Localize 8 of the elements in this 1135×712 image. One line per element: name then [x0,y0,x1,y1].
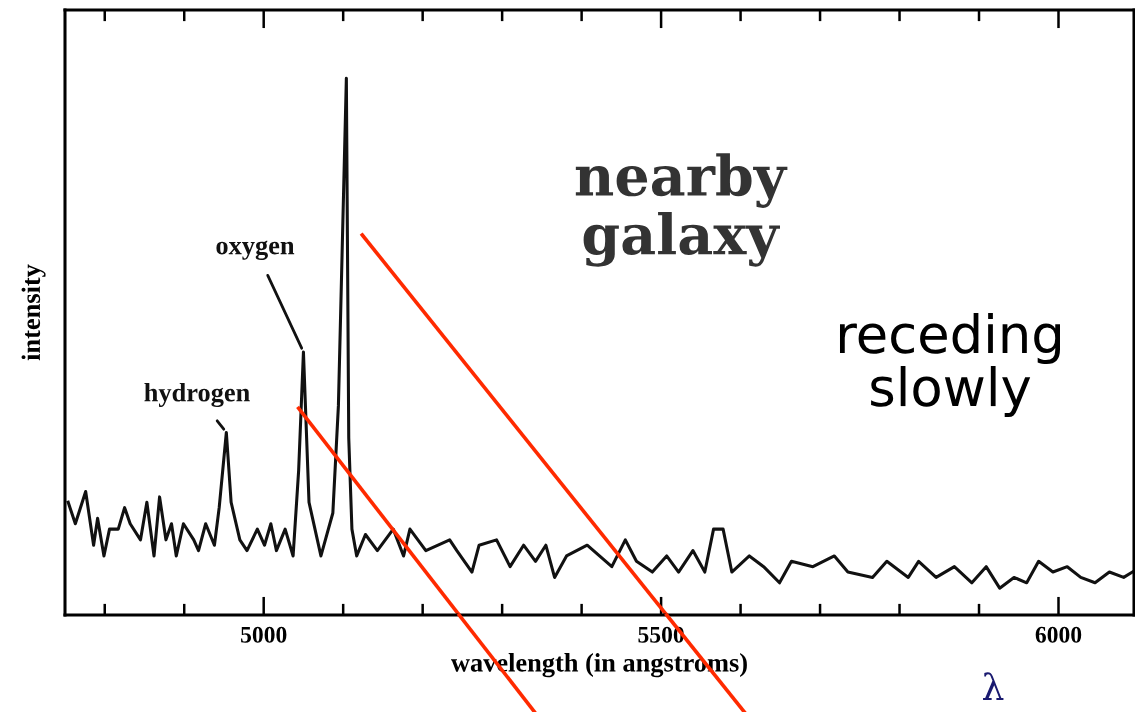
annotation: nearby galaxy [575,153,788,267]
text: λ [983,672,1004,700]
annotation: receding slowly [839,312,1060,418]
x-tick-label: 5000 [241,626,287,643]
y-axis-title: intensity [21,264,46,361]
annotation: hydrogen [144,382,250,408]
annotation: oxygen [216,240,295,260]
x-tick-label: 6000 [1035,626,1082,643]
